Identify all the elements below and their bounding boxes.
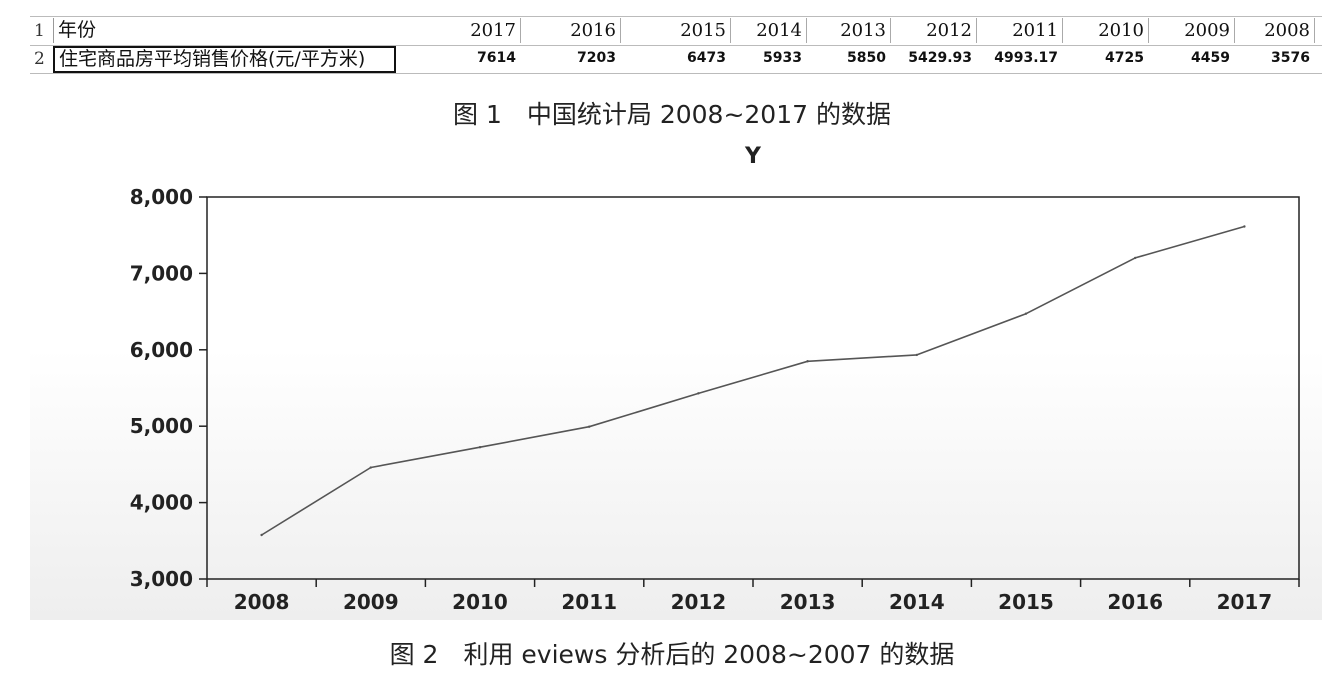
year-cell: 2009 — [1180, 18, 1235, 43]
x-tick-label: 2014 — [889, 590, 945, 614]
y-tick-label: 6,000 — [130, 338, 193, 362]
figure-2-caption: 图 2 利用 eviews 分析后的 2008~2007 的数据 — [389, 640, 955, 669]
data-point — [1243, 225, 1246, 228]
data-point — [588, 425, 591, 428]
data-point — [478, 446, 482, 449]
table-top-border — [30, 16, 1322, 17]
y-tick-label: 7,000 — [130, 261, 193, 285]
table-row-year: 1 年份 2017 2016 2015 2014 2013 2012 2011 … — [30, 18, 1322, 45]
y-tick-label: 8,000 — [130, 185, 193, 209]
x-tick-label: 2015 — [998, 590, 1054, 614]
price-cell: 5429.93 — [908, 50, 972, 66]
price-cell: 4459 — [1191, 50, 1230, 66]
table-bottom-border — [30, 73, 1322, 74]
data-point — [1134, 256, 1137, 260]
year-header-cell: 年份 — [53, 18, 428, 43]
x-tick-label: 2010 — [452, 590, 508, 614]
y-tick-label: 4,000 — [130, 491, 193, 515]
price-cell: 7203 — [577, 50, 616, 66]
x-tick-label: 2011 — [561, 590, 617, 614]
data-point — [1024, 312, 1028, 315]
price-cell: 6473 — [687, 50, 726, 66]
x-tick-label: 2017 — [1217, 590, 1273, 614]
series-line — [261, 225, 1245, 536]
x-tick-label: 2009 — [343, 590, 399, 614]
plot-frame — [206, 196, 1300, 580]
x-tick-label: 2008 — [234, 590, 290, 614]
y-tick-label: 5,000 — [130, 414, 193, 438]
price-cell: 5933 — [763, 50, 802, 66]
table-row-price: 2 住宅商品房平均销售价格(元/平方米) 7614 7203 6473 5933… — [30, 46, 1322, 73]
data-point — [260, 533, 263, 537]
price-cell: 3576 — [1271, 50, 1310, 66]
year-cell: 2017 — [466, 18, 521, 43]
year-cell: 2011 — [1008, 18, 1063, 43]
data-point — [697, 392, 700, 395]
chart-title: Y — [744, 144, 762, 169]
price-cell: 4993.17 — [994, 50, 1058, 66]
price-cell: 7614 — [477, 50, 516, 66]
x-tick-label: 2013 — [780, 590, 836, 614]
line-chart: Y 3,000 4,000 5,000 6,000 7,000 8,000 2008 2009 2… — [30, 128, 1322, 620]
year-cell: 2008 — [1260, 18, 1315, 43]
figure-1-caption: 图 1 中国统计局 2008~2017 的数据 — [453, 100, 891, 129]
y-tick-label: 3,000 — [130, 567, 193, 591]
row-number: 2 — [34, 49, 45, 69]
row-number: 1 — [34, 21, 45, 41]
year-cell: 2012 — [922, 18, 977, 43]
x-tick-label: 2016 — [1107, 590, 1163, 614]
chart-svg: Y 3,000 4,000 5,000 6,000 7,000 8,000 2008 2009 2… — [130, 144, 1300, 614]
table-row-divider — [30, 45, 1322, 46]
data-table: 1 年份 2017 2016 2015 2014 2013 2012 2011 … — [30, 16, 1322, 76]
year-cell: 2014 — [752, 18, 807, 43]
price-cell: 5850 — [847, 50, 886, 66]
data-point — [369, 466, 372, 469]
price-cell: 4725 — [1105, 50, 1144, 66]
x-tick-label: 2012 — [671, 590, 727, 614]
year-cell: 2010 — [1094, 18, 1149, 43]
data-point — [915, 353, 918, 357]
year-cell: 2016 — [566, 18, 621, 43]
year-cell: 2013 — [836, 18, 891, 43]
price-header-cell[interactable]: 住宅商品房平均销售价格(元/平方米) — [53, 46, 396, 73]
data-point — [806, 360, 809, 363]
year-cell: 2015 — [676, 18, 731, 43]
